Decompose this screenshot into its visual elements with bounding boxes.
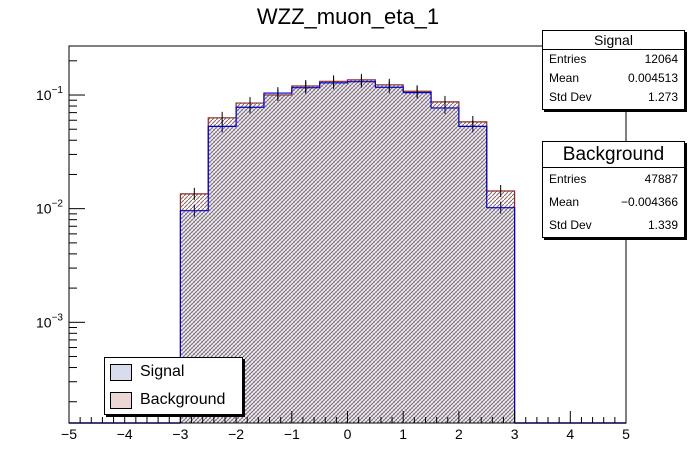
- stats-value: 1.339: [647, 218, 678, 232]
- x-tick-label: −1: [284, 426, 300, 442]
- signal-bar: [431, 107, 459, 423]
- stats-row-mean: Mean 0.004513: [543, 69, 684, 88]
- x-tick-label: 4: [566, 426, 574, 442]
- signal-bar: [347, 81, 376, 423]
- signal-bar: [319, 82, 348, 424]
- x-tick-label: −5: [61, 426, 77, 442]
- signal-bar: [291, 87, 320, 423]
- signal-bar: [486, 207, 515, 423]
- legend-label: Background: [140, 391, 226, 408]
- y-tick-label: 10−1: [36, 85, 63, 103]
- stats-value: 47887: [644, 172, 678, 186]
- stats-box-signal: Signal Entries 12064 Mean 0.004513 Std D…: [542, 30, 685, 110]
- y-tick-label: 10−2: [36, 199, 63, 217]
- stats-title: Background: [543, 142, 684, 168]
- stats-label: Std Dev: [549, 90, 592, 104]
- stats-row-entries: Entries 47887: [543, 168, 684, 191]
- stats-row-mean: Mean −0.004366: [543, 191, 684, 214]
- x-tick-label: −4: [117, 426, 133, 442]
- stats-value: −0.004366: [620, 195, 678, 209]
- x-tick-label: 5: [622, 426, 630, 442]
- x-tick-label: −3: [172, 426, 188, 442]
- x-tick-label: 2: [455, 426, 463, 442]
- x-tick-label: −2: [228, 426, 244, 442]
- stats-row-std: Std Dev 1.339: [543, 214, 684, 237]
- stats-label: Mean: [549, 195, 580, 209]
- stats-label: Entries: [549, 172, 587, 186]
- legend-entry-signal: Signal: [105, 358, 242, 386]
- signal-bar: [375, 87, 404, 423]
- x-tick-label: 0: [344, 426, 352, 442]
- legend: Signal Background: [104, 357, 243, 415]
- y-tick-label: 10−3: [36, 312, 63, 330]
- legend-swatch-background: [110, 391, 132, 409]
- error-bars: [193, 73, 502, 217]
- signal-outline: [179, 81, 516, 423]
- legend-label: Signal: [140, 363, 185, 380]
- legend-swatch-signal: [110, 363, 132, 381]
- stats-label: Entries: [549, 52, 587, 66]
- x-tick-label: 3: [511, 426, 519, 442]
- stats-row-entries: Entries 12064: [543, 50, 684, 69]
- stats-label: Mean: [549, 71, 580, 85]
- legend-entry-background: Background: [105, 386, 242, 414]
- signal-bar: [263, 93, 292, 424]
- stats-value: 12064: [644, 52, 678, 66]
- stats-label: Std Dev: [549, 218, 592, 232]
- stats-value: 0.004513: [627, 71, 678, 85]
- stats-row-std: Std Dev 1.273: [543, 88, 684, 107]
- signal-bar: [458, 126, 487, 423]
- x-tick-label: 1: [399, 426, 407, 442]
- stats-title: Signal: [543, 31, 684, 50]
- chart-title: WZZ_muon_eta_1: [256, 4, 440, 29]
- stats-value: 1.273: [647, 90, 678, 104]
- signal-bar: [403, 92, 432, 424]
- axes: −5 −4 −3 −2 −1 0 1 2 3 4 5 10−1 10−2 10−3: [36, 60, 630, 442]
- stats-box-background: Background Entries 47887 Mean −0.004366 …: [542, 141, 685, 238]
